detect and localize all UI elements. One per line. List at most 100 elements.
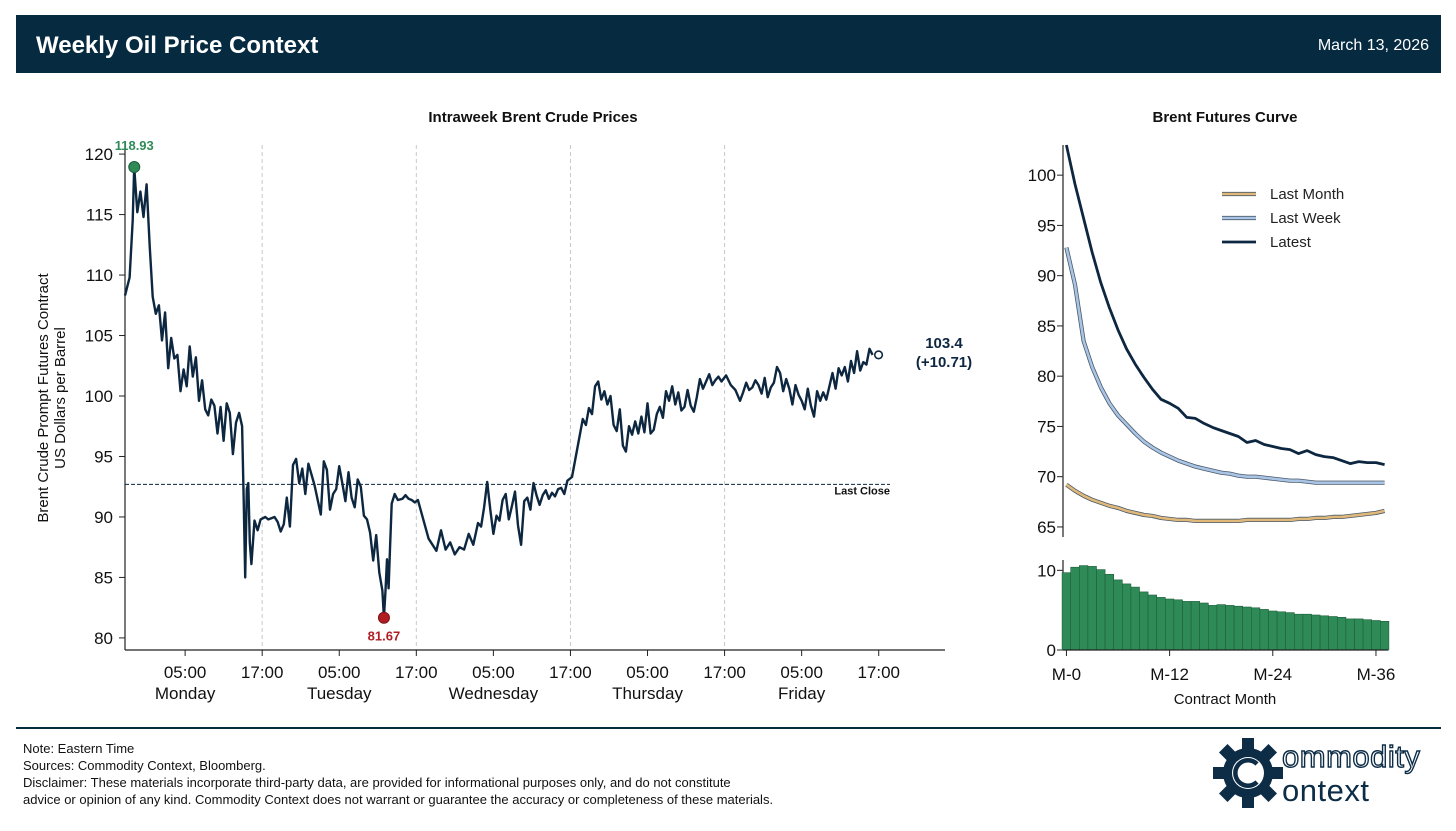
intraweek-price-chart: Intraweek Brent Crude Prices Brent Crude … [35,109,972,703]
y-tick-label: 80 [1037,367,1056,386]
spread-bar [1345,618,1355,651]
spread-bar [1190,601,1200,651]
spread-bar [1165,598,1175,651]
last-week-curve [1065,247,1385,485]
x-tick-day-label: Thursday [612,684,683,703]
spread-bar [1156,597,1166,651]
footer-sources: Sources: Commodity Context, Bloomberg. [23,758,266,773]
brent-price-line [123,165,874,619]
spread-bar [1225,605,1235,651]
latest-value-label: 103.4 [925,335,963,352]
x-tick-label: M-12 [1150,665,1189,684]
y-tick-label: 65 [1037,518,1056,537]
spread-bar [1130,586,1140,651]
x-tick-label: 05:00 [626,663,669,682]
y-tick-label: 80 [94,629,113,648]
latest-change-label: (+10.71) [916,354,972,371]
spread-bar [1354,618,1364,651]
y-tick-label: 85 [1037,317,1056,336]
commodity-context-logo: ommodity ontext [1210,733,1440,811]
spread-bar [1199,602,1209,651]
x-tick-label: 17:00 [857,663,900,682]
x-tick-label: M-24 [1253,665,1292,684]
y-tick-label: 85 [94,568,113,587]
y-tick-label: 75 [1037,417,1056,436]
low-point-label: 81.67 [368,629,401,644]
y-tick-label: 120 [85,145,113,164]
x-axis-label: Contract Month [1174,691,1277,708]
y-axis-label-line: Brent Crude Prompt Futures Contract [35,273,52,523]
spread-bar [1079,565,1089,651]
spread-bar [1070,566,1080,651]
high-point [128,161,141,174]
spread-bar [1251,607,1261,651]
x-tick-label: 05:00 [780,663,823,682]
spread-bar [1259,609,1269,651]
spread-bar [1380,620,1390,651]
x-tick-label: 05:00 [472,663,515,682]
x-tick-day-label: Tuesday [307,684,372,703]
spread-bar [1337,616,1347,651]
y-tick-label: 70 [1037,468,1056,487]
gear-c-logo-icon [1213,738,1283,808]
x-tick-label: 05:00 [318,663,361,682]
x-tick-label: 05:00 [164,663,207,682]
x-tick-day-label: Wednesday [449,684,539,703]
high-point-label: 118.93 [115,138,154,153]
footer-divider [16,727,1441,729]
chart-title: Brent Futures Curve [1152,109,1297,126]
spread-bar [1139,591,1149,651]
spread-bar [1173,599,1183,651]
y-tick-label: 90 [1037,267,1056,286]
spread-y-tick-label: 10 [1037,561,1056,580]
spread-bar [1061,572,1071,651]
spread-bar [1319,615,1329,651]
x-tick-label: 17:00 [549,663,592,682]
last-close-label: Last Close [834,485,890,497]
spread-bar [1113,579,1123,651]
y-tick-label: 105 [85,327,113,346]
logo-word-context: ontext [1282,773,1370,808]
footer-notes: Note: Eastern Time Sources: Commodity Co… [23,740,773,808]
spread-bar [1087,566,1097,651]
spread-bar [1242,606,1252,651]
y-tick-label: 95 [1037,216,1056,235]
legend-label-latest: Latest [1270,234,1312,251]
spread-bar [1294,613,1304,651]
y-tick-label: 100 [1028,166,1056,185]
report-title: Weekly Oil Price Context [36,32,319,59]
spread-bar [1268,610,1278,651]
spread-bar [1233,605,1243,651]
chart-title: Intraweek Brent Crude Prices [428,109,637,126]
report-header: Weekly Oil Price Context March 13, 2026 [16,15,1441,73]
footer-disclaimer-line-2: advice or opinion of any kind. Commodity… [23,792,774,807]
last-month-curve [1065,483,1385,523]
x-tick-day-label: Monday [155,684,216,703]
y-axis-label: Brent Crude Prompt Futures ContractUS Do… [35,273,69,523]
spread-y-tick-label: 0 [1047,641,1056,660]
spread-bar [1216,604,1226,651]
spread-bar [1302,613,1312,651]
spread-bar [1104,573,1114,651]
last-week-curve-outline [1064,247,1385,485]
spread-bar [1147,594,1157,651]
y-tick-label: 100 [85,387,113,406]
low-point [377,611,390,624]
spread-bar [1208,605,1218,651]
spread-bar [1276,611,1286,651]
spread-bar [1362,619,1372,651]
latest-point [873,350,884,360]
footer-disclaimer-line-1: Disclaimer: These materials incorporate … [23,775,731,790]
spread-bar [1371,620,1381,651]
spread-bar [1328,616,1338,651]
x-tick-label: 17:00 [241,663,284,682]
footer-note: Note: Eastern Time [23,741,135,756]
spread-bar [1096,569,1106,651]
latest-curve [1065,144,1385,466]
spread-bar [1122,583,1132,651]
y-tick-label: 90 [94,508,113,527]
spread-bar [1182,601,1192,651]
spread-bar [1311,614,1321,651]
x-tick-label: M-0 [1052,665,1081,684]
